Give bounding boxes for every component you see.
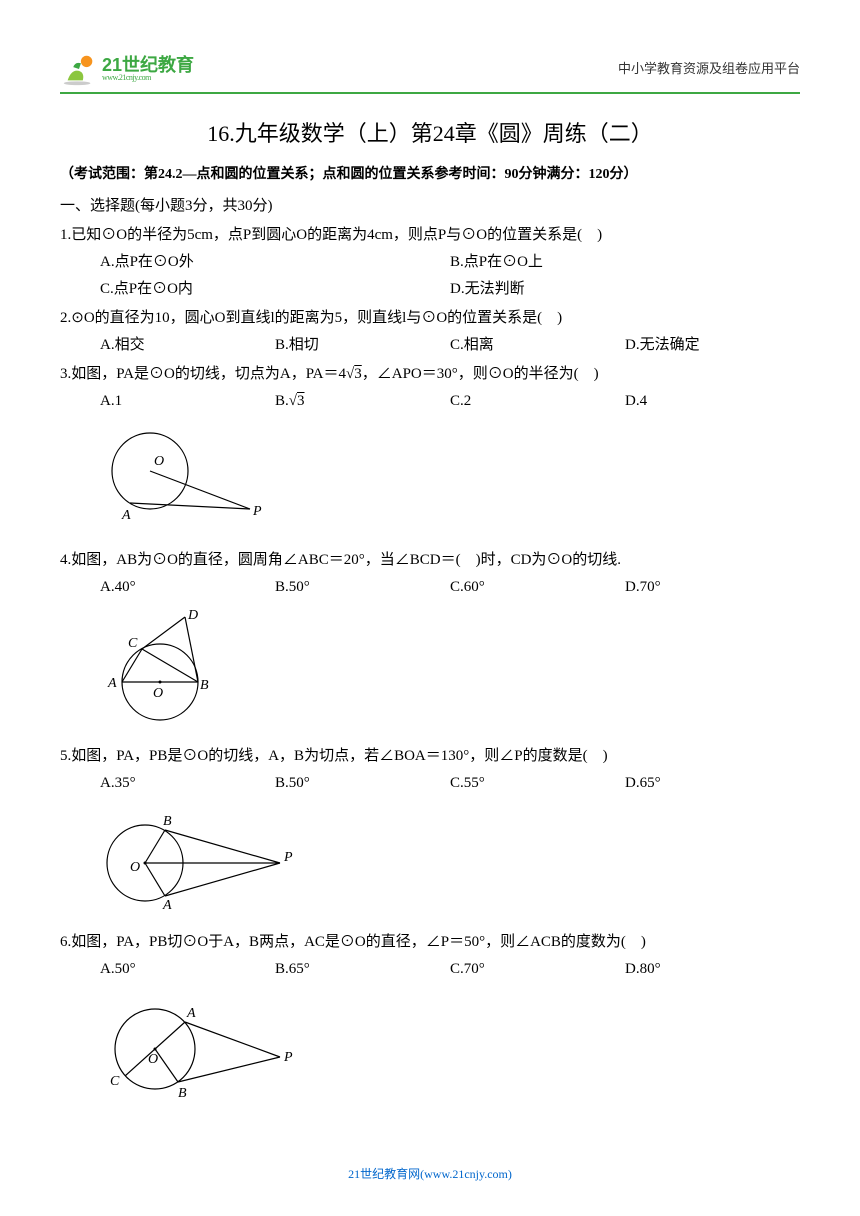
- logo-main-text: 21世纪教育: [102, 56, 194, 74]
- label-A: A: [186, 1006, 196, 1021]
- option-b: B.点P在⊙O上: [450, 249, 800, 276]
- label-O: O: [130, 860, 140, 875]
- header-right-text: 中小学教育资源及组卷应用平台: [618, 57, 800, 80]
- q3-post: ，∠APO＝30°，则⊙O的半径为( ): [362, 366, 599, 382]
- question-6-options: A.50° B.65° C.70° D.80°: [60, 956, 800, 983]
- option-b: B.√3: [275, 388, 450, 415]
- option-a: A.相交: [100, 332, 275, 359]
- option-c: C.2: [450, 388, 625, 415]
- logo-icon: [60, 50, 98, 88]
- question-1-text: 1.已知⊙O的半径为5cm，点P到圆心O的距离为4cm，则点P与⊙O的位置关系是…: [60, 222, 800, 249]
- label-P: P: [283, 1050, 293, 1065]
- question-6: 6.如图，PA，PB切⊙O于A，B两点，AC是⊙O的直径，∠P＝50°，则∠AC…: [60, 929, 800, 1114]
- question-1-options-row2: C.点P在⊙O内 D.无法判断: [60, 276, 800, 303]
- option-b: B.65°: [275, 956, 450, 983]
- option-d: D.无法判断: [450, 276, 800, 303]
- label-A: A: [107, 676, 117, 691]
- option-d: D.80°: [625, 956, 800, 983]
- label-A: A: [162, 898, 172, 913]
- label-B: B: [163, 814, 172, 829]
- question-1: 1.已知⊙O的半径为5cm，点P到圆心O的距离为4cm，则点P与⊙O的位置关系是…: [60, 222, 800, 303]
- question-5-options: A.35° B.50° C.55° D.65°: [60, 770, 800, 797]
- label-C: C: [128, 636, 138, 651]
- question-3-text: 3.如图，PA是⊙O的切线，切点为A，PA＝4√3，∠APO＝30°，则⊙O的半…: [60, 361, 800, 388]
- label-P: P: [252, 504, 262, 519]
- page-subtitle: （考试范围：第24.2—点和圆的位置关系；点和圆的位置关系参考时间：90分钟满分…: [60, 162, 800, 187]
- label-O: O: [153, 686, 163, 701]
- question-4-text: 4.如图，AB为⊙O的直径，圆周角∠ABC＝20°，当∠BCD＝( )时，CD为…: [60, 547, 800, 574]
- page-title: 16.九年级数学（上）第24章《圆》周练（二）: [60, 114, 800, 154]
- question-5: 5.如图，PA，PB是⊙O的切线，A，B为切点，若∠BOA＝130°，则∠P的度…: [60, 743, 800, 923]
- q3-pre: 3.如图，PA是⊙O的切线，切点为A，PA＝4: [60, 366, 346, 382]
- option-b: B.50°: [275, 770, 450, 797]
- label-P: P: [283, 850, 293, 865]
- option-a: A.40°: [100, 574, 275, 601]
- option-c: C.点P在⊙O内: [100, 276, 450, 303]
- question-2-text: 2.⊙O的直径为10，圆心O到直线l的距离为5，则直线l与⊙O的位置关系是( ): [60, 305, 800, 332]
- q5-diagram: B A O P: [100, 803, 800, 923]
- logo: 21世纪教育 www.21cnjy.com: [60, 50, 194, 88]
- q6-diagram: A B C O P: [100, 989, 800, 1114]
- label-D: D: [187, 608, 198, 623]
- question-4: 4.如图，AB为⊙O的直径，圆周角∠ABC＝20°，当∠BCD＝( )时，CD为…: [60, 547, 800, 737]
- option-c: C.55°: [450, 770, 625, 797]
- label-O: O: [148, 1052, 158, 1067]
- label-A: A: [121, 508, 131, 523]
- question-3-options: A.1 B.√3 C.2 D.4: [60, 388, 800, 415]
- option-c: C.70°: [450, 956, 625, 983]
- option-a: A.1: [100, 388, 275, 415]
- section-1-header: 一、选择题(每小题3分，共30分): [60, 193, 800, 220]
- option-c: C.相离: [450, 332, 625, 359]
- option-d: D.70°: [625, 574, 800, 601]
- option-d: D.无法确定: [625, 332, 800, 359]
- question-4-options: A.40° B.50° C.60° D.70°: [60, 574, 800, 601]
- question-6-text: 6.如图，PA，PB切⊙O于A，B两点，AC是⊙O的直径，∠P＝50°，则∠AC…: [60, 929, 800, 956]
- label-B: B: [178, 1086, 187, 1101]
- q3-diagram: O A P: [100, 421, 800, 541]
- option-b: B.相切: [275, 332, 450, 359]
- page-footer: 21世纪教育网(www.21cnjy.com): [0, 1164, 860, 1186]
- option-a: A.35°: [100, 770, 275, 797]
- question-5-text: 5.如图，PA，PB是⊙O的切线，A，B为切点，若∠BOA＝130°，则∠P的度…: [60, 743, 800, 770]
- option-a: A.50°: [100, 956, 275, 983]
- label-O: O: [154, 454, 164, 469]
- q4-diagram: A B C D O: [100, 607, 800, 737]
- option-a: A.点P在⊙O外: [100, 249, 450, 276]
- question-2-options: A.相交 B.相切 C.相离 D.无法确定: [60, 332, 800, 359]
- option-d: D.4: [625, 388, 800, 415]
- label-C: C: [110, 1074, 120, 1089]
- option-d: D.65°: [625, 770, 800, 797]
- option-b: B.50°: [275, 574, 450, 601]
- question-1-options: A.点P在⊙O外 B.点P在⊙O上: [60, 249, 800, 276]
- question-2: 2.⊙O的直径为10，圆心O到直线l的距离为5，则直线l与⊙O的位置关系是( )…: [60, 305, 800, 359]
- logo-text: 21世纪教育 www.21cnjy.com: [102, 56, 194, 82]
- question-3: 3.如图，PA是⊙O的切线，切点为A，PA＝4√3，∠APO＝30°，则⊙O的半…: [60, 361, 800, 541]
- logo-sub-text: www.21cnjy.com: [102, 74, 194, 82]
- option-c: C.60°: [450, 574, 625, 601]
- label-B: B: [200, 678, 209, 693]
- page-header: 21世纪教育 www.21cnjy.com 中小学教育资源及组卷应用平台: [60, 50, 800, 94]
